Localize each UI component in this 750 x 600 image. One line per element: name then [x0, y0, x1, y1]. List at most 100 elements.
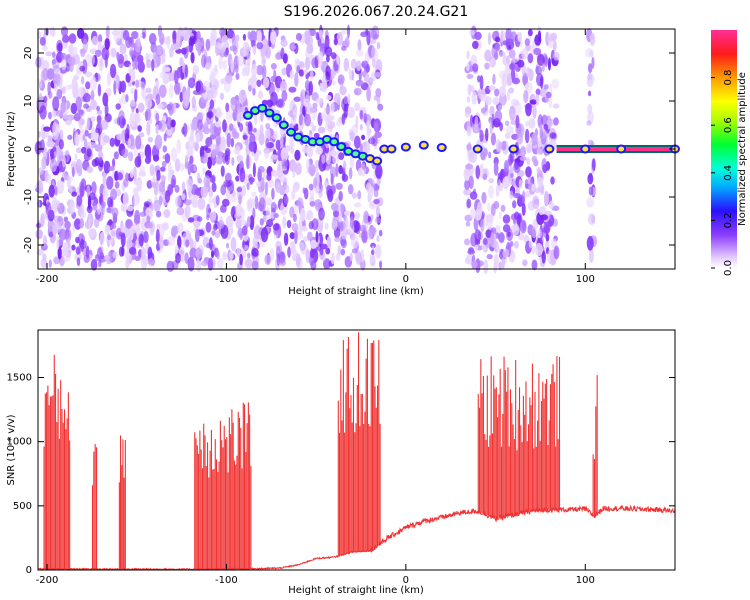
spectrogram-noise-blob — [225, 72, 233, 85]
spectrogram-noise-blob — [488, 151, 492, 159]
chart-title: S196.2026.067.20.24.G21 — [284, 4, 469, 20]
spectrogram-noise-blob — [60, 57, 67, 71]
spectrogram-noise-blob — [525, 166, 532, 178]
spectrogram-noise-blob — [466, 167, 474, 178]
spectrogram-noise-blob — [165, 116, 173, 130]
spectrogram-noise-blob — [330, 52, 337, 60]
spectrogram-noise-blob — [335, 119, 343, 127]
spectrogram-noise-blob — [361, 60, 369, 69]
spectrogram-noise-blob — [52, 220, 61, 234]
spectrogram-noise-blob — [90, 132, 97, 142]
spectrogram-noise-blob — [361, 230, 368, 244]
spectrogram-noise-blob — [200, 260, 209, 267]
spectrogram-noise-blob — [275, 139, 281, 151]
signal-blob-inner — [366, 156, 373, 162]
spectrogram-noise-blob — [180, 253, 185, 263]
spectrogram-noise-blob — [488, 178, 495, 184]
spectrogram-noise-blob — [373, 94, 381, 101]
spectrogram-noise-blob — [91, 181, 97, 195]
spectrogram-noise-blob — [516, 132, 524, 145]
spectrogram-noise-blob — [129, 112, 136, 127]
spectrogram-noise-blob — [257, 149, 262, 156]
spectrogram-noise-blob — [508, 87, 515, 94]
signal-blob-inner — [316, 139, 323, 145]
spectrogram-noise-blob — [138, 233, 144, 247]
spectrogram-noise-blob — [465, 163, 474, 170]
spectrogram-noise-blob — [343, 210, 351, 216]
signal-blob-inner — [352, 151, 359, 157]
spectrogram-noise-blob — [325, 94, 332, 101]
spectrogram-noise-blob — [214, 230, 221, 239]
spectrogram-noise-blob — [249, 74, 258, 89]
spectrogram-noise-blob — [510, 119, 517, 125]
spectrogram-noise-blob — [366, 125, 371, 140]
spectrogram-noise-blob — [91, 158, 98, 167]
spectrogram-noise-blob — [524, 178, 529, 189]
spectrogram-noise-blob — [219, 27, 226, 37]
spectrogram-noise-blob — [215, 155, 223, 165]
spectrogram-noise-blob — [540, 214, 549, 221]
spectrogram-noise-blob — [239, 253, 243, 266]
spectrogram-noise-blob — [147, 136, 154, 143]
spectrogram-noise-blob — [164, 152, 171, 164]
spectrogram-noise-blob — [139, 211, 147, 217]
snr-x-axis: -200 -100 0 100 — [36, 564, 595, 586]
spectrogram-noise-blob — [217, 220, 225, 230]
spectrogram-noise-blob — [521, 48, 529, 60]
spectrogram-noise-blob — [335, 182, 343, 190]
spectrogram-noise-blob — [49, 158, 58, 173]
spectrogram-noise-blob — [156, 54, 161, 67]
spectrogram-noise-blob — [88, 228, 96, 238]
spectrogram-noise-blob — [356, 60, 362, 72]
spectrogram-noise-blob — [184, 252, 189, 264]
spectrogram-noise-blob — [171, 225, 179, 235]
spectrogram-noise-blob — [279, 126, 287, 138]
spectrogram-noise-blob — [197, 197, 206, 210]
spectrogram-noise-blob — [587, 72, 592, 83]
spectrogram-noise-blob — [376, 234, 380, 242]
spectrogram-noise-blob — [57, 75, 63, 89]
spectrogram-noise-blob — [525, 157, 531, 166]
spectrogram-noise-blob — [350, 234, 359, 249]
spectrogram-noise-blob — [216, 112, 220, 118]
spectrogram-noise-blob — [325, 166, 330, 172]
spectrogram-noise-blob — [299, 207, 306, 222]
spectrogram-noise-blob — [294, 58, 300, 65]
spectrogram-noise-blob — [491, 113, 495, 129]
spectrogram-noise-blob — [158, 32, 165, 46]
signal-blob-inner — [546, 146, 553, 152]
spectrogram-noise-blob — [111, 207, 119, 218]
spectrogram-noise-blob — [205, 38, 211, 51]
spectrogram-noise-blob — [235, 145, 241, 156]
spectrogram-noise-blob — [265, 207, 271, 220]
spectrogram-noise-blob — [163, 209, 171, 218]
spectrogram-noise-blob — [156, 169, 161, 182]
colorbar-ticks: 0.0 0.2 0.4 0.6 0.8 — [711, 70, 734, 276]
spectrogram-noise-blob — [211, 149, 216, 159]
spectrogram-noise-blob — [256, 41, 264, 50]
spectrogram-noise-blob — [158, 119, 167, 132]
spectrogram-noise-blob — [479, 74, 484, 90]
spectrogram-noise-blob — [48, 184, 55, 198]
spectrogram-noise-blob — [203, 175, 211, 188]
spectrogram-noise-blob — [363, 112, 368, 124]
spectrogram-noise-blob — [304, 30, 311, 37]
spectrogram-noise-blob — [170, 147, 178, 162]
spectrogram-noise-blob — [217, 42, 224, 50]
spectrogram-noise-blob — [476, 260, 484, 267]
spectrogram-noise-blob — [230, 236, 237, 252]
spectrogram-noise-blob — [225, 102, 230, 113]
spectrogram-noise-blob — [513, 211, 520, 221]
spectrogram-noise-blob — [281, 90, 288, 102]
spectrogram-noise-blob — [47, 81, 51, 96]
spectrogram-noise-blob — [292, 185, 299, 193]
spectrogram-noise-blob — [134, 113, 142, 126]
spectrogram-noise-blob — [58, 139, 64, 150]
signal-blob-inner — [345, 148, 352, 154]
spectrogram-noise-blob — [158, 239, 164, 249]
signal-blob-inner — [374, 158, 381, 164]
spectrogram-noise-blob — [102, 186, 109, 201]
spectrogram-noise-blob — [184, 204, 191, 219]
spectrogram-noise-blob — [500, 204, 506, 213]
